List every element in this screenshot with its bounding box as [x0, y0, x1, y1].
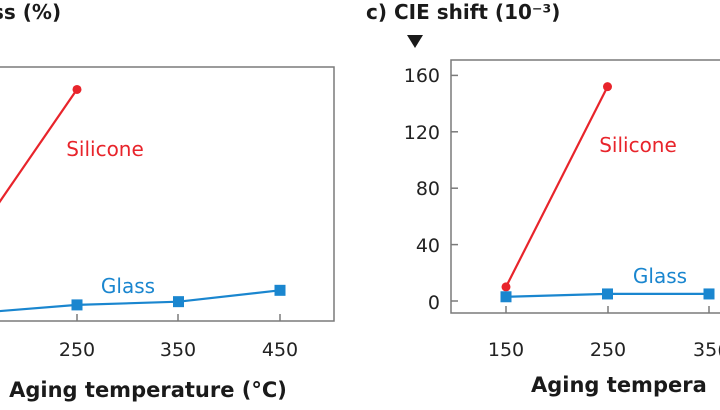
panel-b-glass-line: [0, 289, 281, 313]
panel-c-y-tick-label: 40: [416, 235, 440, 257]
panel-b-plot-frame: [0, 66, 335, 322]
panel-b-glass-label: Glass: [101, 274, 155, 298]
panel-c-y-tick-label: 0: [428, 292, 440, 314]
panel-c-glass-point: [703, 288, 715, 300]
panel-b-glass-point: [71, 299, 83, 311]
panel-b-x-axis-label: Aging temperature (°C): [9, 378, 287, 402]
panel-b-glass-point: [274, 284, 286, 296]
panel-c-glass-point: [500, 291, 512, 303]
panel-b-glass-point: [173, 296, 184, 308]
panel-c: c) CIE shift (10⁻³) 160 120 80 40 0 150 …: [76, 0, 720, 397]
panel-c-y-tick-label: 120: [404, 122, 440, 144]
panel-c-plot-frame: [450, 59, 720, 314]
panel-c-y-tick-label: 80: [416, 178, 440, 200]
arrow-down-icon: [407, 35, 423, 48]
panel-b-x-tick-label: 250: [59, 339, 95, 361]
panel-b-silicone-label: Silicone: [66, 137, 144, 161]
panel-c-x-tick-label: 150: [488, 339, 524, 361]
panel-c-glass-label: Glass: [633, 264, 687, 288]
panel-b-title: ss (%): [0, 0, 61, 24]
panel-b-silicone-point: [72, 84, 82, 94]
panel-c-glass-point: [602, 288, 613, 300]
panel-c-y-tick-label: 160: [404, 65, 440, 87]
panel-c-title: c) CIE shift (10⁻³): [366, 0, 560, 24]
chart-marks: [0, 82, 715, 313]
panel-c-silicone-label: Silicone: [599, 133, 677, 157]
panel-c-silicone-line: [505, 86, 609, 288]
panel-c-x-tick-label: 250: [590, 339, 626, 361]
panel-c-y-ticks: [76, 74, 710, 321]
panel-c-x-axis-label: Aging tempera: [531, 373, 707, 397]
panel-b: ss (%) 250 350 450 Aging temperature (°C…: [0, 0, 335, 402]
panel-b-silicone-line: [0, 88, 78, 204]
panel-b-x-tick-label: 350: [160, 339, 196, 361]
panel-c-x-tick-label: 35(: [693, 339, 720, 361]
panel-c-silicone-point: [501, 282, 511, 292]
panel-b-x-tick-label: 450: [262, 339, 298, 361]
panel-c-silicone-point: [603, 82, 612, 92]
